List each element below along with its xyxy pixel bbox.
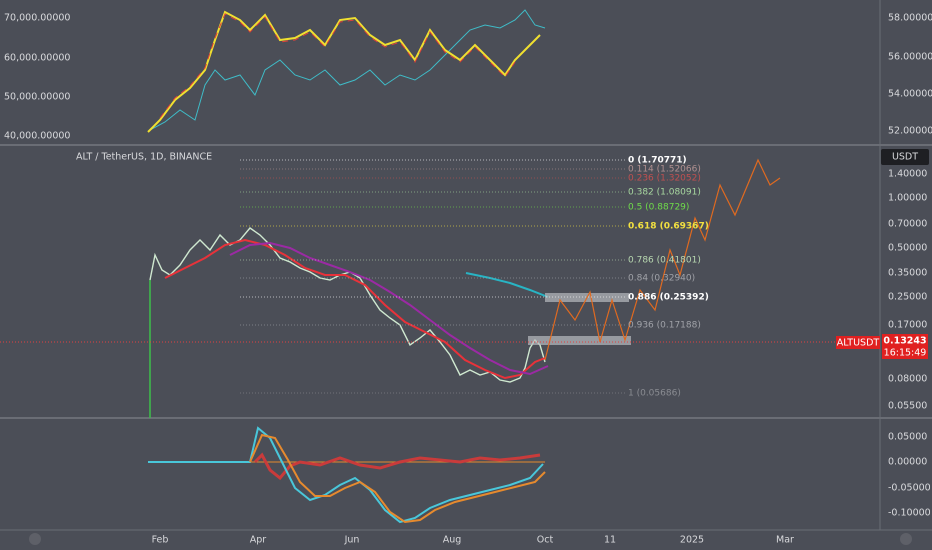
osc-axis-label: -0.10000 bbox=[888, 508, 931, 519]
currency-badge[interactable] bbox=[881, 149, 929, 165]
fib-label: 0.236 (1.32052) bbox=[628, 174, 701, 184]
cyan-series bbox=[149, 9, 546, 131]
fib-label: 0.886 (0.25392) bbox=[628, 293, 709, 303]
symbol-label-box bbox=[836, 336, 880, 349]
price-axis-label: 0.05500 bbox=[888, 401, 927, 412]
fast-ma bbox=[164, 238, 546, 380]
last-price: 0.13243 bbox=[883, 336, 926, 347]
long-ma bbox=[465, 272, 549, 298]
fib-label: 0.786 (0.41801) bbox=[628, 256, 701, 266]
yellow-series bbox=[147, 10, 541, 133]
symbol-label: ALTUSDT bbox=[837, 338, 880, 349]
price-axis-label: 1.00000 bbox=[888, 193, 927, 204]
fib-label: 0.5 (0.88729) bbox=[628, 203, 689, 213]
time-axis-label: Aug bbox=[443, 535, 462, 546]
left-axis-label: 50,000.00000 bbox=[4, 92, 70, 103]
price-label-box bbox=[882, 334, 928, 359]
fib-label: 0.84 (0.32940) bbox=[628, 274, 695, 284]
fib-label: 1 (0.05686) bbox=[628, 389, 681, 399]
right-axis-label: 56.00000 bbox=[888, 52, 932, 63]
price-axis-label: 1.40000 bbox=[888, 169, 927, 180]
osc-histogram bbox=[253, 452, 541, 481]
time-axis-label: Feb bbox=[152, 535, 169, 546]
fib-label: 0.114 (1.52066) bbox=[628, 165, 701, 175]
time-axis-label: 11 bbox=[604, 535, 616, 546]
osc-axis-label: 0.00000 bbox=[888, 457, 927, 468]
time-axis-label: Jun bbox=[344, 535, 360, 546]
countdown: 16:15:49 bbox=[884, 348, 927, 359]
right-axis-label: 58.00000 bbox=[888, 13, 932, 24]
settings-icon[interactable] bbox=[29, 533, 41, 545]
price-axis-label: 0.25000 bbox=[888, 292, 927, 303]
price-axis-label: 0.70000 bbox=[888, 219, 927, 230]
right-axis-label: 54.00000 bbox=[888, 89, 932, 100]
price-axis-label: 0.50000 bbox=[888, 243, 927, 254]
left-axis-label: 40,000.00000 bbox=[4, 131, 70, 142]
osc-axis-label: -0.05000 bbox=[888, 483, 931, 494]
slow-ma bbox=[229, 241, 549, 376]
symbol-title: ALT / TetherUS, 1D, BINANCE bbox=[76, 152, 212, 163]
price-axis-label: 0.17000 bbox=[888, 320, 927, 331]
price-axis-label: 0.08000 bbox=[888, 374, 927, 385]
projection-path bbox=[544, 158, 781, 361]
left-axis-label: 60,000.00000 bbox=[4, 53, 70, 64]
signal-line bbox=[249, 433, 546, 524]
fib-label: 0.618 (0.69367) bbox=[628, 222, 709, 232]
price-axis-label: 0.35000 bbox=[888, 268, 927, 279]
auto-scale-button[interactable] bbox=[900, 533, 912, 545]
time-axis-label: 2025 bbox=[680, 535, 704, 546]
fib-label: 0.382 (1.08091) bbox=[628, 188, 701, 198]
right-axis-label: 52.00000 bbox=[888, 126, 932, 137]
fib-label: 0 (1.70771) bbox=[628, 156, 687, 166]
time-axis-label: Mar bbox=[776, 535, 794, 546]
macd-line bbox=[148, 426, 544, 524]
time-axis-label: Apr bbox=[250, 535, 267, 546]
left-axis-label: 70,000.00000 bbox=[4, 13, 70, 24]
red-series bbox=[159, 13, 516, 119]
time-axis-label: Oct bbox=[537, 535, 554, 546]
osc-axis-label: 0.05000 bbox=[888, 432, 927, 443]
currency-label[interactable]: USDT bbox=[892, 152, 918, 163]
fib-label: 0.936 (0.17188) bbox=[628, 321, 701, 331]
zone-box bbox=[528, 336, 631, 345]
